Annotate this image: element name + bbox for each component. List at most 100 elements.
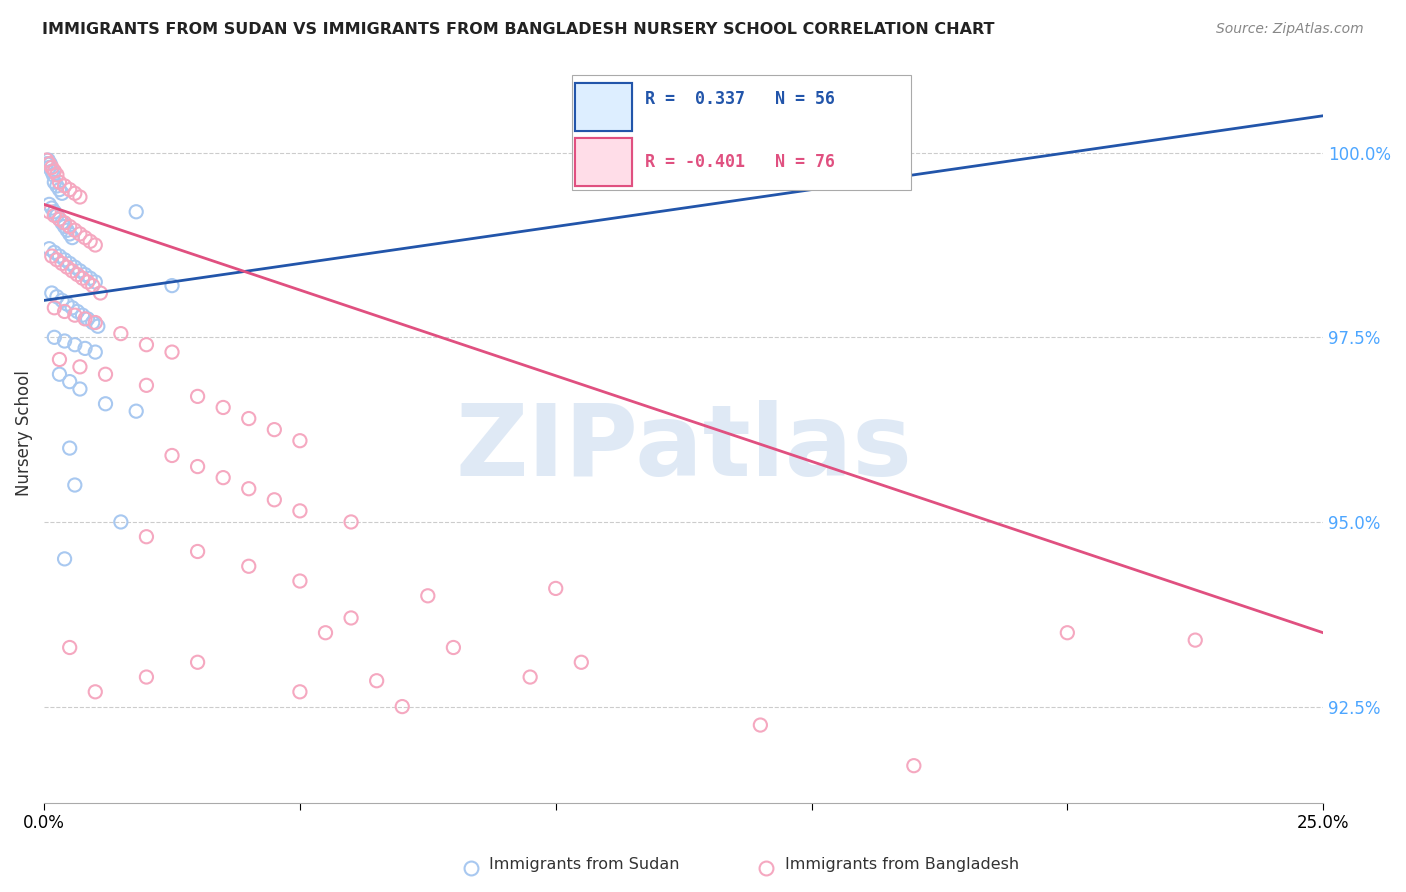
- Point: [41, 285, 63, 300]
- Point: [45, 290, 67, 304]
- Point: [53, 216, 76, 230]
- Point: [87, 319, 110, 334]
- Point: [45, 178, 67, 193]
- Point: [160, 278, 183, 293]
- Point: [48, 249, 70, 263]
- Point: [56, 260, 79, 275]
- Point: [79, 271, 101, 285]
- Point: [84, 238, 107, 252]
- Point: [48, 368, 70, 382]
- Point: [53, 219, 76, 234]
- Point: [48, 175, 70, 189]
- Y-axis label: Nursery School: Nursery School: [15, 370, 32, 496]
- Point: [60, 230, 83, 244]
- Point: [48, 352, 70, 367]
- Point: [63, 337, 86, 351]
- Point: [160, 345, 183, 359]
- Point: [51, 256, 73, 270]
- Point: [72, 308, 94, 322]
- Text: R = -0.401   N = 76: R = -0.401 N = 76: [645, 153, 835, 171]
- Point: [72, 271, 94, 285]
- Point: [84, 316, 107, 330]
- Point: [544, 582, 567, 596]
- Point: [53, 334, 76, 348]
- Point: [340, 515, 363, 529]
- Point: [59, 227, 82, 241]
- Point: [76, 275, 98, 289]
- Point: [187, 389, 209, 403]
- Point: [569, 655, 592, 669]
- Point: [441, 640, 464, 655]
- Point: [44, 204, 66, 219]
- Point: [238, 559, 260, 574]
- Point: [69, 359, 91, 374]
- Point: [288, 574, 311, 588]
- Point: [135, 530, 157, 544]
- Point: [160, 449, 183, 463]
- Point: [1056, 625, 1078, 640]
- Point: [51, 293, 73, 308]
- Text: Immigrants from Bangladesh: Immigrants from Bangladesh: [785, 857, 1019, 872]
- Text: Source: ZipAtlas.com: Source: ZipAtlas.com: [1216, 22, 1364, 37]
- Point: [63, 260, 86, 275]
- Point: [48, 212, 70, 227]
- Point: [89, 285, 111, 300]
- Point: [38, 197, 60, 211]
- Point: [63, 186, 86, 201]
- Point: [45, 168, 67, 182]
- Point: [84, 345, 107, 359]
- Point: [41, 164, 63, 178]
- Point: [66, 304, 89, 318]
- Point: [212, 470, 235, 484]
- Point: [63, 478, 86, 492]
- Point: [73, 268, 96, 282]
- Point: [82, 316, 104, 330]
- Point: [63, 223, 86, 237]
- Point: [263, 492, 285, 507]
- Point: [315, 625, 337, 640]
- Point: [41, 249, 63, 263]
- Point: [63, 308, 86, 322]
- Point: [56, 297, 79, 311]
- Text: IMMIGRANTS FROM SUDAN VS IMMIGRANTS FROM BANGLADESH NURSERY SCHOOL CORRELATION C: IMMIGRANTS FROM SUDAN VS IMMIGRANTS FROM…: [42, 22, 994, 37]
- Point: [59, 183, 82, 197]
- Text: ZIPatlas: ZIPatlas: [456, 400, 912, 497]
- Point: [44, 209, 66, 223]
- Point: [51, 186, 73, 201]
- FancyBboxPatch shape: [572, 75, 911, 190]
- Point: [125, 404, 148, 418]
- Point: [60, 301, 83, 315]
- Point: [44, 330, 66, 344]
- Point: [212, 401, 235, 415]
- Text: Immigrants from Sudan: Immigrants from Sudan: [489, 857, 679, 872]
- Point: [263, 423, 285, 437]
- Point: [69, 190, 91, 204]
- Point: [35, 157, 58, 171]
- Point: [53, 552, 76, 566]
- Point: [187, 459, 209, 474]
- Point: [59, 375, 82, 389]
- Point: [187, 544, 209, 558]
- Point: [1184, 633, 1206, 648]
- Point: [38, 242, 60, 256]
- Point: [238, 411, 260, 425]
- Bar: [575, 83, 633, 130]
- Point: [391, 699, 413, 714]
- Point: [53, 304, 76, 318]
- Point: [73, 342, 96, 356]
- Point: [94, 397, 117, 411]
- Text: R =  0.337   N = 56: R = 0.337 N = 56: [645, 90, 835, 108]
- Point: [110, 326, 132, 341]
- Point: [84, 275, 107, 289]
- Point: [288, 434, 311, 448]
- Point: [73, 230, 96, 244]
- Point: [82, 278, 104, 293]
- Point: [749, 718, 772, 732]
- Point: [135, 337, 157, 351]
- Bar: [575, 138, 633, 186]
- Point: [59, 441, 82, 455]
- Point: [38, 161, 60, 175]
- Point: [45, 252, 67, 267]
- Point: [519, 670, 541, 684]
- Point: [135, 378, 157, 392]
